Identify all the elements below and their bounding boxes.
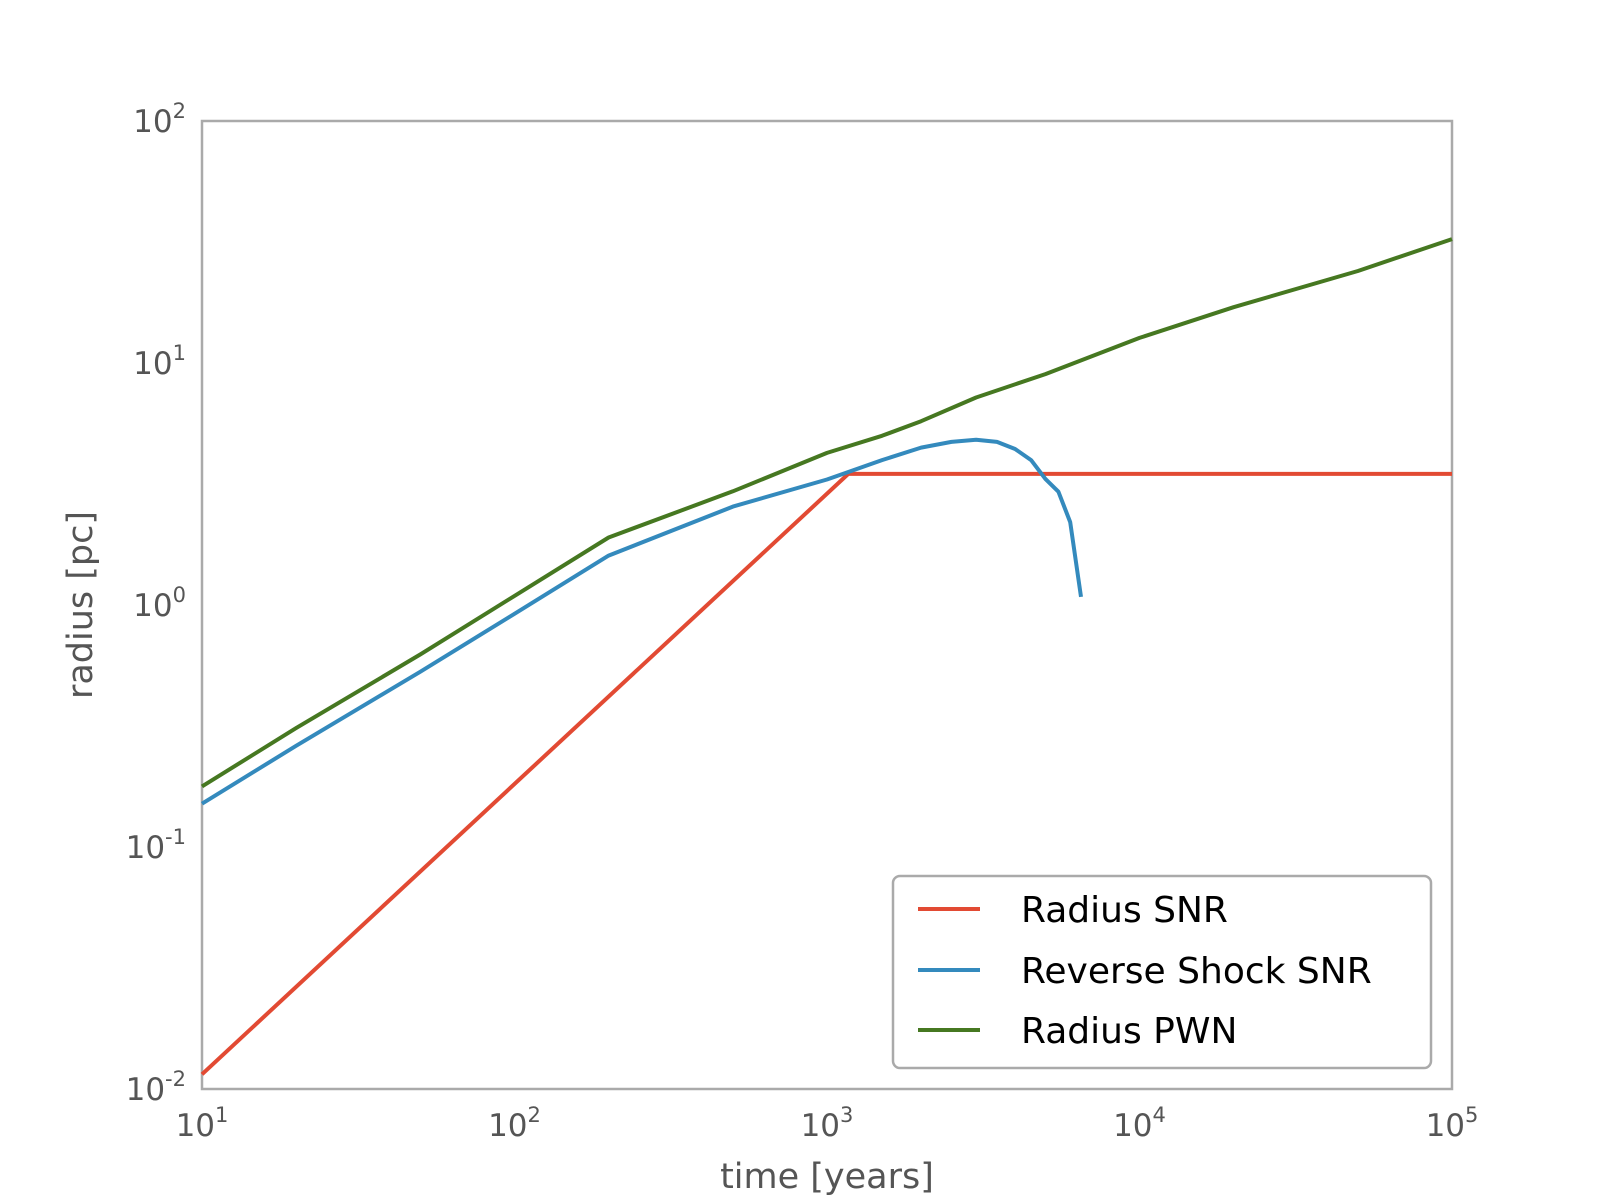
x-tick-label-4-exponent: 5	[1465, 1103, 1478, 1127]
legend-label-radius-pwn: Radius PWN	[1021, 1011, 1237, 1052]
legend-label-radius-snr: Radius SNR	[1021, 890, 1228, 931]
y-tick-label-2-exponent: 0	[173, 583, 186, 607]
x-tick-label-0: 101	[176, 1103, 229, 1144]
x-tick-label-2: 103	[801, 1103, 854, 1144]
y-tick-label-0-exponent: -2	[165, 1067, 186, 1091]
y-tick-label-2: 100	[133, 583, 186, 624]
legend: Radius SNR Reverse Shock SNR Radius PWN	[891, 874, 1433, 1070]
x-tick-label-4-base: 10	[1426, 1108, 1465, 1144]
x-tick-label-1-exponent: 2	[528, 1103, 541, 1127]
series-layer	[200, 237, 1453, 1076]
y-tick-label-4-base: 10	[133, 104, 172, 140]
legend-label-reverse-shock-snr: Reverse Shock SNR	[1021, 951, 1372, 992]
y-tick-label-1-exponent: -1	[165, 825, 186, 849]
x-tick-label-3-exponent: 4	[1153, 1103, 1166, 1127]
x-tick-label-0-base: 10	[176, 1108, 215, 1144]
x-tick-label-3: 104	[1113, 1103, 1166, 1144]
x-tick-label-1-base: 10	[488, 1108, 527, 1144]
x-tick-label-3-base: 10	[1113, 1108, 1152, 1144]
x-tick-label-2-base: 10	[801, 1108, 840, 1144]
x-tick-label-0-exponent: 1	[215, 1103, 228, 1127]
y-tick-label-3: 101	[133, 341, 186, 382]
y-tick-label-3-exponent: 1	[173, 341, 186, 365]
y-tick-label-0-base: 10	[126, 1072, 165, 1108]
y-tick-label-4: 102	[133, 99, 186, 140]
y-tick-label-1-base: 10	[126, 830, 165, 866]
series-line-reverse-shock-snr	[200, 437, 1083, 806]
y-tick-label-3-base: 10	[133, 346, 172, 382]
legend-box	[891, 874, 1433, 1070]
x-tick-label-1: 102	[488, 1103, 541, 1144]
y-axis-label: radius [pc]	[61, 511, 101, 699]
y-tick-label-1: 10-1	[126, 825, 186, 866]
y-tick-label-2-base: 10	[133, 588, 172, 624]
series-line-radius-pwn	[200, 237, 1453, 789]
x-axis-label: time [years]	[720, 1157, 934, 1197]
y-tick-label-0: 10-2	[126, 1067, 186, 1108]
y-tick-label-4-exponent: 2	[173, 99, 186, 123]
series-line-radius-snr	[200, 471, 1452, 1076]
x-tick-label-4: 105	[1426, 1103, 1479, 1144]
x-tick-label-2-exponent: 3	[840, 1103, 853, 1127]
